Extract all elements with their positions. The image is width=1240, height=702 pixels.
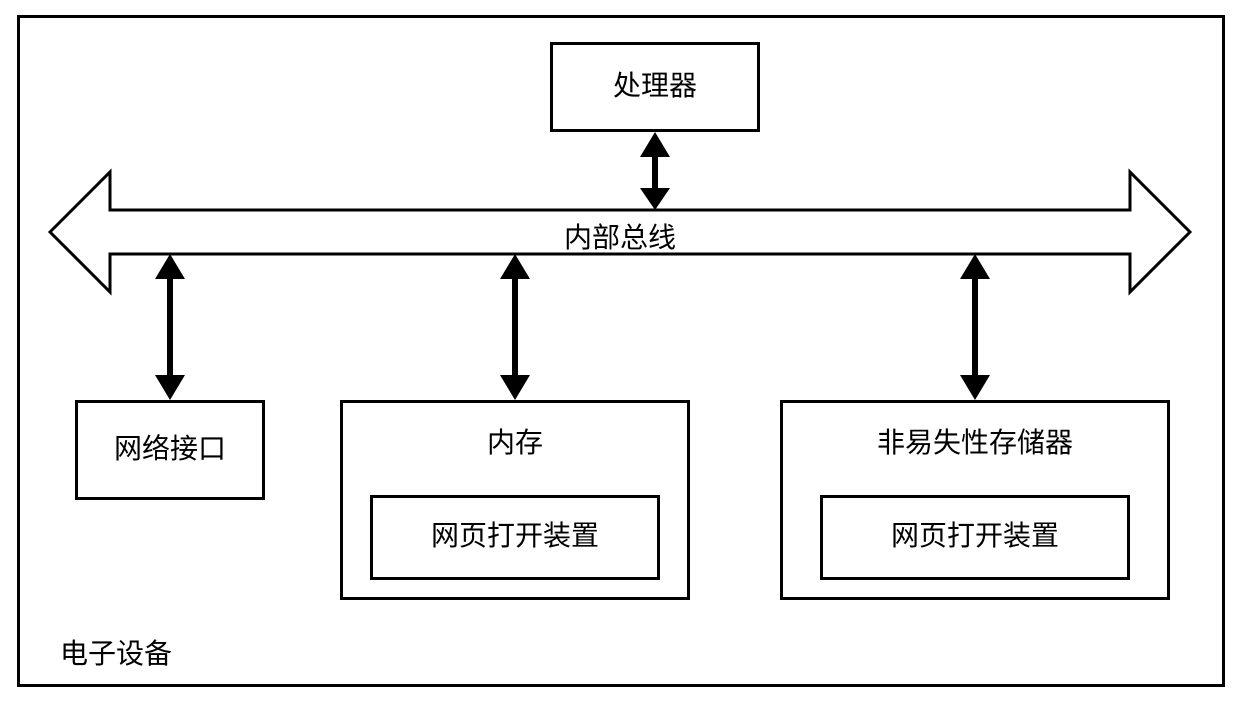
edge-bus-memory [500, 254, 530, 400]
connector-arrows [0, 0, 1240, 702]
edge-bus-netif [155, 254, 185, 400]
diagram-canvas: 处理器 内部总线 网络接口 内存 网页打开装置 非易失性存储器 网页打开装置 电… [0, 0, 1240, 702]
edge-bus-nvm [960, 254, 990, 400]
edge-processor-bus [640, 132, 670, 210]
